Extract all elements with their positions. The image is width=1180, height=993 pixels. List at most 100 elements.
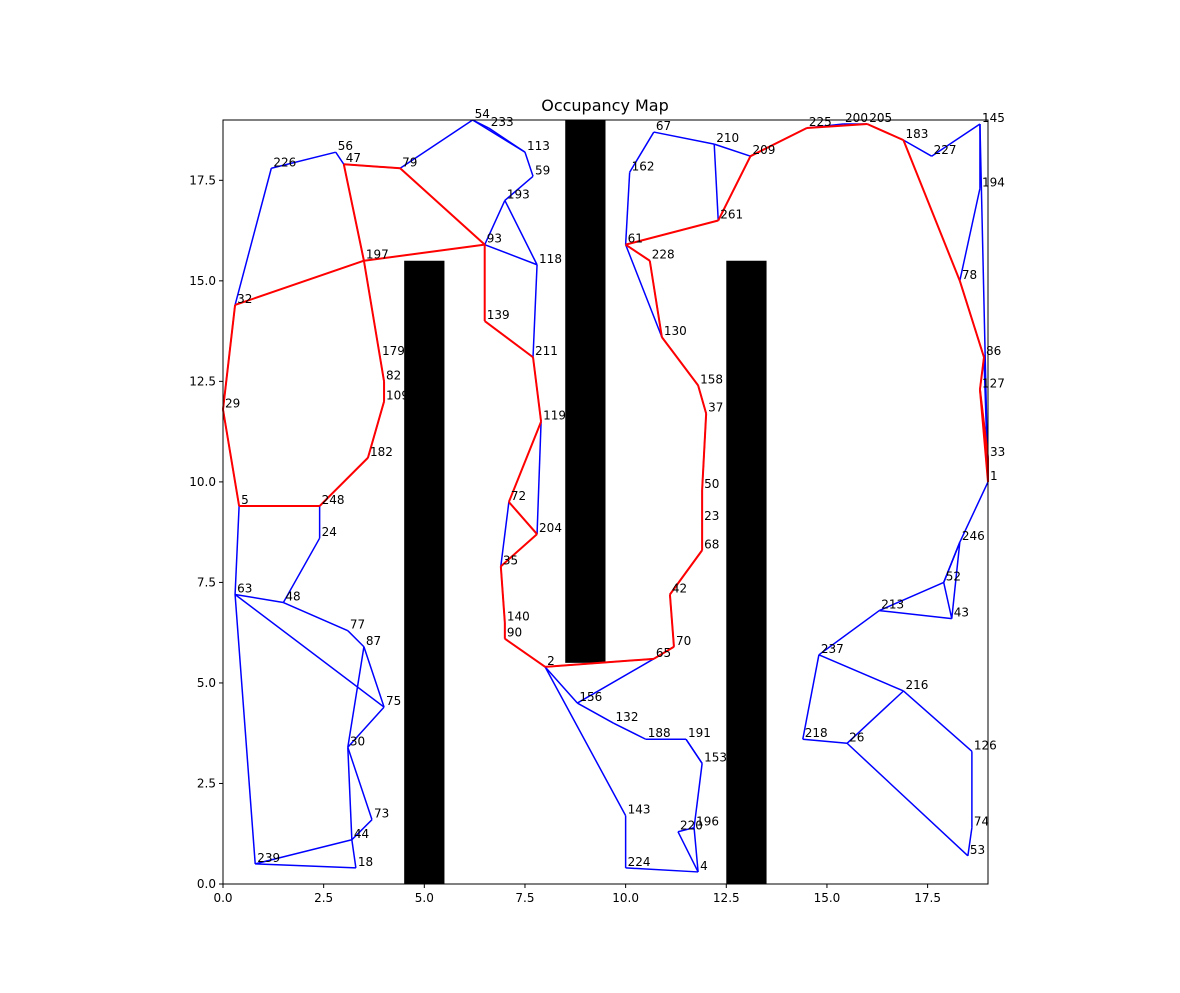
node-label: 210 [716, 131, 739, 145]
node-label: 140 [507, 610, 530, 624]
path-edge [500, 533, 538, 568]
node-label: 261 [720, 208, 743, 222]
node-label: 126 [974, 738, 997, 752]
roadmap-edge [347, 706, 385, 748]
node-label: 29 [225, 397, 240, 411]
node-label: 72 [511, 489, 526, 503]
path-edge [648, 260, 663, 338]
path-edge [532, 357, 543, 422]
node-label: 209 [752, 143, 775, 157]
roadmap-edge [818, 609, 880, 656]
roadmap-edge [347, 630, 365, 648]
node-label: 156 [579, 690, 602, 704]
node-label: 118 [539, 252, 562, 266]
node-label: 30 [350, 734, 365, 748]
roadmap-edge [693, 763, 703, 828]
node-label: 82 [386, 368, 401, 382]
node-label: 205 [869, 111, 892, 125]
x-tick-label: 5.0 [415, 891, 434, 905]
x-tick-label: 15.0 [814, 891, 841, 905]
path-edge [902, 139, 961, 282]
roadmap-edge [624, 172, 631, 245]
roadmap-edge [363, 646, 385, 708]
node-label: 127 [982, 376, 1005, 390]
node-label: 24 [322, 525, 337, 539]
node-label: 35 [503, 553, 518, 567]
roadmap-edge [234, 505, 240, 595]
node-label: 47 [346, 151, 361, 165]
path-edge [363, 243, 485, 262]
path-edges-layer [222, 123, 989, 668]
node-label: 68 [704, 537, 719, 551]
roadmap-edge [532, 264, 538, 358]
axes-frame [222, 119, 989, 885]
node-label: 65 [656, 646, 671, 660]
roadmap-edge [693, 827, 699, 873]
node-label: 233 [491, 115, 514, 129]
x-tick-label: 10.0 [612, 891, 639, 905]
path-edge [697, 385, 708, 414]
node-label: 145 [982, 111, 1005, 125]
node-label: 43 [954, 606, 969, 620]
node-label: 188 [648, 726, 671, 740]
path-edge [625, 243, 651, 262]
node-label: 153 [704, 750, 727, 764]
node-label: 23 [704, 509, 719, 523]
node-label: 194 [982, 175, 1005, 189]
roadmap-edge [484, 243, 538, 266]
y-tick-label: 15.0 [189, 274, 216, 288]
roadmap-edge [802, 654, 820, 740]
roadmap-edge [677, 826, 695, 833]
roadmap-edge [629, 131, 655, 173]
node-label: 78 [962, 268, 977, 282]
path-edge [701, 413, 708, 490]
roadmap-edge [524, 151, 534, 177]
roadmap-edge [255, 839, 353, 865]
node-label: 44 [354, 827, 369, 841]
node-label: 216 [905, 678, 928, 692]
node-label: 18 [358, 855, 373, 869]
node-label: 227 [934, 143, 957, 157]
node-label: 139 [487, 308, 510, 322]
roadmap-edge [234, 594, 256, 864]
node-label: 197 [366, 248, 389, 262]
node-label: 237 [821, 642, 844, 656]
y-axis: 0.0 2.5 5.0 7.5 10.0 12.5 15.0 17.5 [189, 173, 223, 891]
node-label: 182 [370, 445, 393, 459]
path-edge [362, 260, 382, 358]
node-label: 93 [487, 232, 502, 246]
node-label: 2 [547, 654, 555, 668]
y-tick-label: 0.0 [197, 877, 216, 891]
node-label: 77 [350, 618, 365, 632]
roadmap-edge [472, 119, 526, 153]
x-tick-label: 0.0 [213, 891, 232, 905]
roadmap-edge [544, 666, 578, 704]
roadmap-edge [846, 742, 969, 857]
node-label: 130 [664, 324, 687, 338]
node-label: 225 [809, 115, 832, 129]
path-edge [625, 219, 719, 246]
path-edge [866, 123, 904, 142]
y-tick-label: 7.5 [197, 575, 216, 589]
node-label: 196 [696, 815, 719, 829]
node-label: 239 [257, 851, 280, 865]
path-edge [669, 549, 703, 596]
roadmap-edge [653, 131, 715, 145]
path-edge [222, 304, 237, 410]
roadmap-edge [351, 819, 373, 841]
roadmap-edge [504, 200, 538, 266]
path-edge [504, 637, 546, 668]
roadmap-edge [878, 581, 945, 612]
obstacle-1 [404, 260, 445, 885]
chart-title: Occupancy Map [541, 96, 669, 115]
obstacle-2 [565, 120, 606, 663]
node-label: 33 [990, 445, 1005, 459]
node-label: 42 [672, 581, 687, 595]
path-edge [342, 164, 365, 261]
path-edge [366, 401, 386, 459]
node-label: 26 [849, 730, 864, 744]
roadmap-edge [846, 690, 904, 744]
path-edge [343, 163, 401, 170]
path-edge [653, 645, 675, 660]
path-edge [507, 421, 543, 503]
